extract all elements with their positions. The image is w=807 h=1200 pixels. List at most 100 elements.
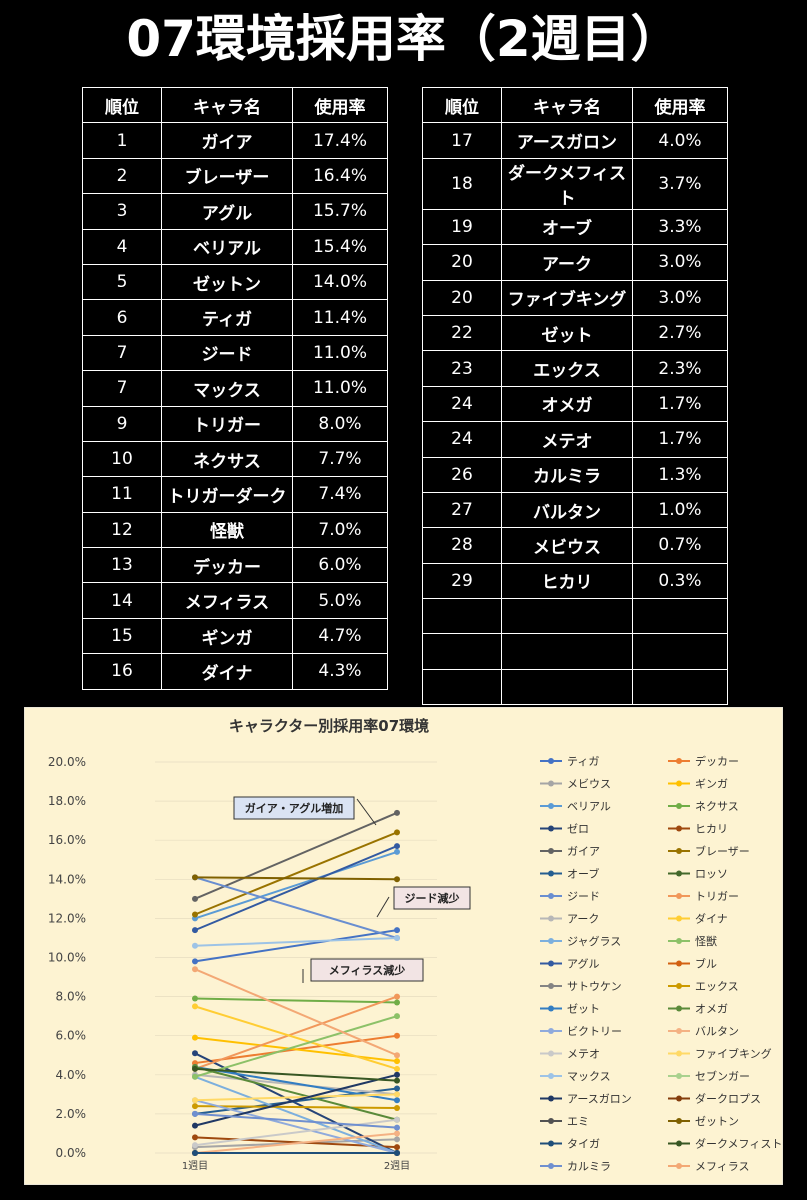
rate-cell: 15.4% [292, 228, 388, 265]
legend-swatch-marker [676, 1140, 682, 1147]
y-tick-label: 4.0% [56, 1068, 87, 1082]
legend-label: ダークロプス [695, 1092, 761, 1106]
table-row: 13 デッカー 6.0% [82, 547, 388, 584]
series-line [194, 1067, 398, 1082]
series-marker [394, 1105, 400, 1112]
legend-swatch-marker [676, 758, 682, 764]
table-row: 26 カルミラ 1.3% [422, 456, 728, 493]
legend-swatch-marker [548, 803, 554, 809]
rank-cell: 20 [422, 244, 502, 281]
series-line [194, 811, 398, 900]
legend-label: カルミラ [567, 1160, 611, 1173]
rank-cell [422, 633, 502, 670]
series-line [194, 1112, 398, 1129]
annotation: ガイア・アグル増加 [245, 801, 343, 815]
name-cell: ファイブキング [501, 279, 633, 316]
name-cell: トリガーダーク [161, 476, 293, 513]
series-line [194, 1105, 398, 1110]
legend-label: アーク [567, 913, 599, 926]
rate-cell: 2.3% [632, 350, 728, 387]
rank-cell: 4 [82, 228, 162, 265]
y-tick-label: 16.0% [48, 833, 86, 847]
name-cell: オメガ [501, 385, 633, 423]
series-marker [394, 1058, 400, 1065]
table-row: 23 エックス 2.3% [422, 350, 728, 387]
name-cell: アーク [501, 244, 633, 281]
legend-swatch-marker [676, 1005, 682, 1012]
table-row: 27 バルタン 1.0% [422, 491, 728, 529]
legend-label: メテオ [567, 1048, 600, 1061]
name-cell: ダイナ [161, 653, 293, 690]
rank-cell: 17 [422, 122, 502, 159]
rate-cell: 8.0% [292, 405, 388, 442]
series-marker [394, 1052, 400, 1059]
legend-label: エミ [567, 1115, 589, 1128]
table-row: 15 ギンガ 4.7% [82, 617, 388, 655]
rank-cell: 7 [82, 334, 162, 372]
rate-cell: 15.7% [292, 193, 388, 230]
name-cell: 怪獣 [161, 511, 293, 549]
name-cell: ゼット [501, 314, 633, 352]
y-tick-label: 20.0% [48, 755, 86, 769]
rate-cell: 0.7% [632, 527, 728, 564]
legend-label: デッカー [695, 754, 739, 768]
legend-label: オーブ [567, 867, 599, 881]
column-header: 順位 [422, 86, 502, 124]
annotation: ジード減少 [405, 891, 460, 905]
legend-label: サトウケン [567, 980, 622, 993]
name-cell: トリガー [161, 405, 293, 442]
name-cell: ヒカリ [501, 562, 633, 600]
legend-swatch-marker [676, 803, 682, 809]
name-cell: ギンガ [161, 617, 293, 655]
rank-cell: 7 [82, 370, 162, 407]
series-marker [192, 1034, 198, 1041]
column-header: キャラ名 [501, 86, 633, 124]
series-marker [394, 1013, 400, 1020]
legend-swatch-marker [548, 893, 554, 899]
series-marker [394, 1077, 400, 1084]
series-marker [192, 1150, 198, 1156]
legend-swatch-marker [548, 1028, 554, 1034]
name-cell: ガイア [161, 122, 293, 159]
legend-swatch-marker [676, 1118, 682, 1124]
legend-label: ゼットン [695, 1115, 739, 1128]
rate-cell: 4.0% [632, 122, 728, 159]
series-marker [394, 1065, 400, 1072]
series-line [194, 1005, 398, 1070]
legend-swatch-marker [676, 870, 682, 877]
series-marker [394, 934, 400, 941]
series-marker [394, 1032, 400, 1039]
rank-cell [422, 668, 502, 706]
series-line [194, 997, 398, 1004]
rate-cell: 7.7% [292, 440, 388, 478]
legend-label: オメガ [695, 1003, 728, 1016]
series-marker [394, 1091, 400, 1098]
rate-cell: 11.4% [292, 299, 388, 336]
legend-swatch-marker [548, 960, 554, 967]
annotation: メフィラス減少 [329, 963, 406, 977]
legend-label: アグル [567, 957, 599, 971]
header-row: 順位 キャラ名 使用率 [82, 86, 388, 124]
series-line [194, 936, 398, 947]
series-marker [192, 1122, 198, 1129]
series-marker [394, 876, 400, 883]
rank-cell: 27 [422, 491, 502, 529]
legend-swatch-marker [548, 1073, 554, 1079]
rate-cell: 5.0% [292, 582, 388, 619]
chart: キャラクター別採用率07環境 0.0% 2.0% 4.0% 6.0% 8.0% 10.0%… [24, 707, 783, 1185]
rank-cell: 26 [422, 456, 502, 493]
column-header: 使用率 [292, 86, 388, 124]
rate-cell: 11.0% [292, 370, 388, 407]
table-row: 4 ベリアル 15.4% [82, 228, 388, 265]
name-cell: ダークメフィスト [501, 157, 633, 210]
series-line [194, 1015, 398, 1078]
legend-swatch-marker [548, 915, 554, 922]
callout-line [356, 798, 377, 826]
series-marker [192, 1110, 198, 1117]
name-cell: アグル [161, 193, 293, 230]
series-marker [394, 848, 400, 855]
legend-label: ブレーザー [695, 844, 750, 858]
chart-title: キャラクター別採用率07環境 [229, 717, 429, 735]
series-marker [394, 927, 400, 934]
